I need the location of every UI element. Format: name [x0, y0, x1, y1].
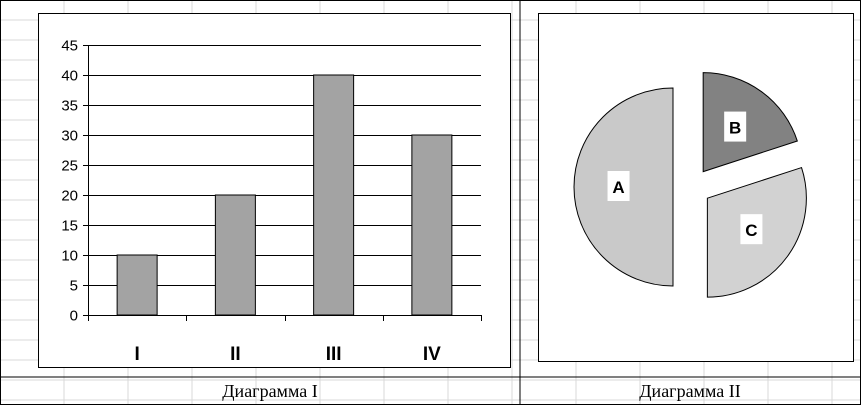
y-tick-label: 45 [61, 38, 78, 55]
x-category-label: IV [423, 344, 441, 365]
y-tick-label: 40 [61, 68, 78, 85]
x-category-label: I [134, 344, 139, 365]
y-tick-label: 15 [61, 218, 78, 235]
bar [214, 194, 256, 316]
bar [116, 254, 158, 316]
y-tick-label: 35 [61, 98, 78, 115]
bar [313, 74, 355, 316]
pie-slice-label: B [729, 119, 741, 138]
caption-diagram-2: Диаграмма II [639, 381, 740, 401]
x-category-label: III [326, 344, 342, 365]
y-tick-label: 30 [61, 128, 78, 145]
y-tick-label: 10 [61, 248, 78, 265]
bar [411, 134, 453, 316]
y-tick-label: 5 [70, 278, 78, 295]
pie-chart: A B C [573, 72, 807, 298]
y-tick-label: 25 [61, 158, 78, 175]
pie-label-box [740, 214, 763, 245]
y-tick-label: 0 [70, 308, 78, 325]
pie-slice [702, 72, 798, 173]
y-tick-label: 20 [61, 188, 78, 205]
pie-slice-label: A [612, 178, 624, 197]
pie-slice-label: C [745, 221, 757, 240]
caption-diagram-1: Диаграмма I [222, 381, 317, 401]
pie-label-box [724, 111, 747, 142]
pie-label-box [607, 171, 630, 201]
x-category-label: II [230, 344, 241, 365]
